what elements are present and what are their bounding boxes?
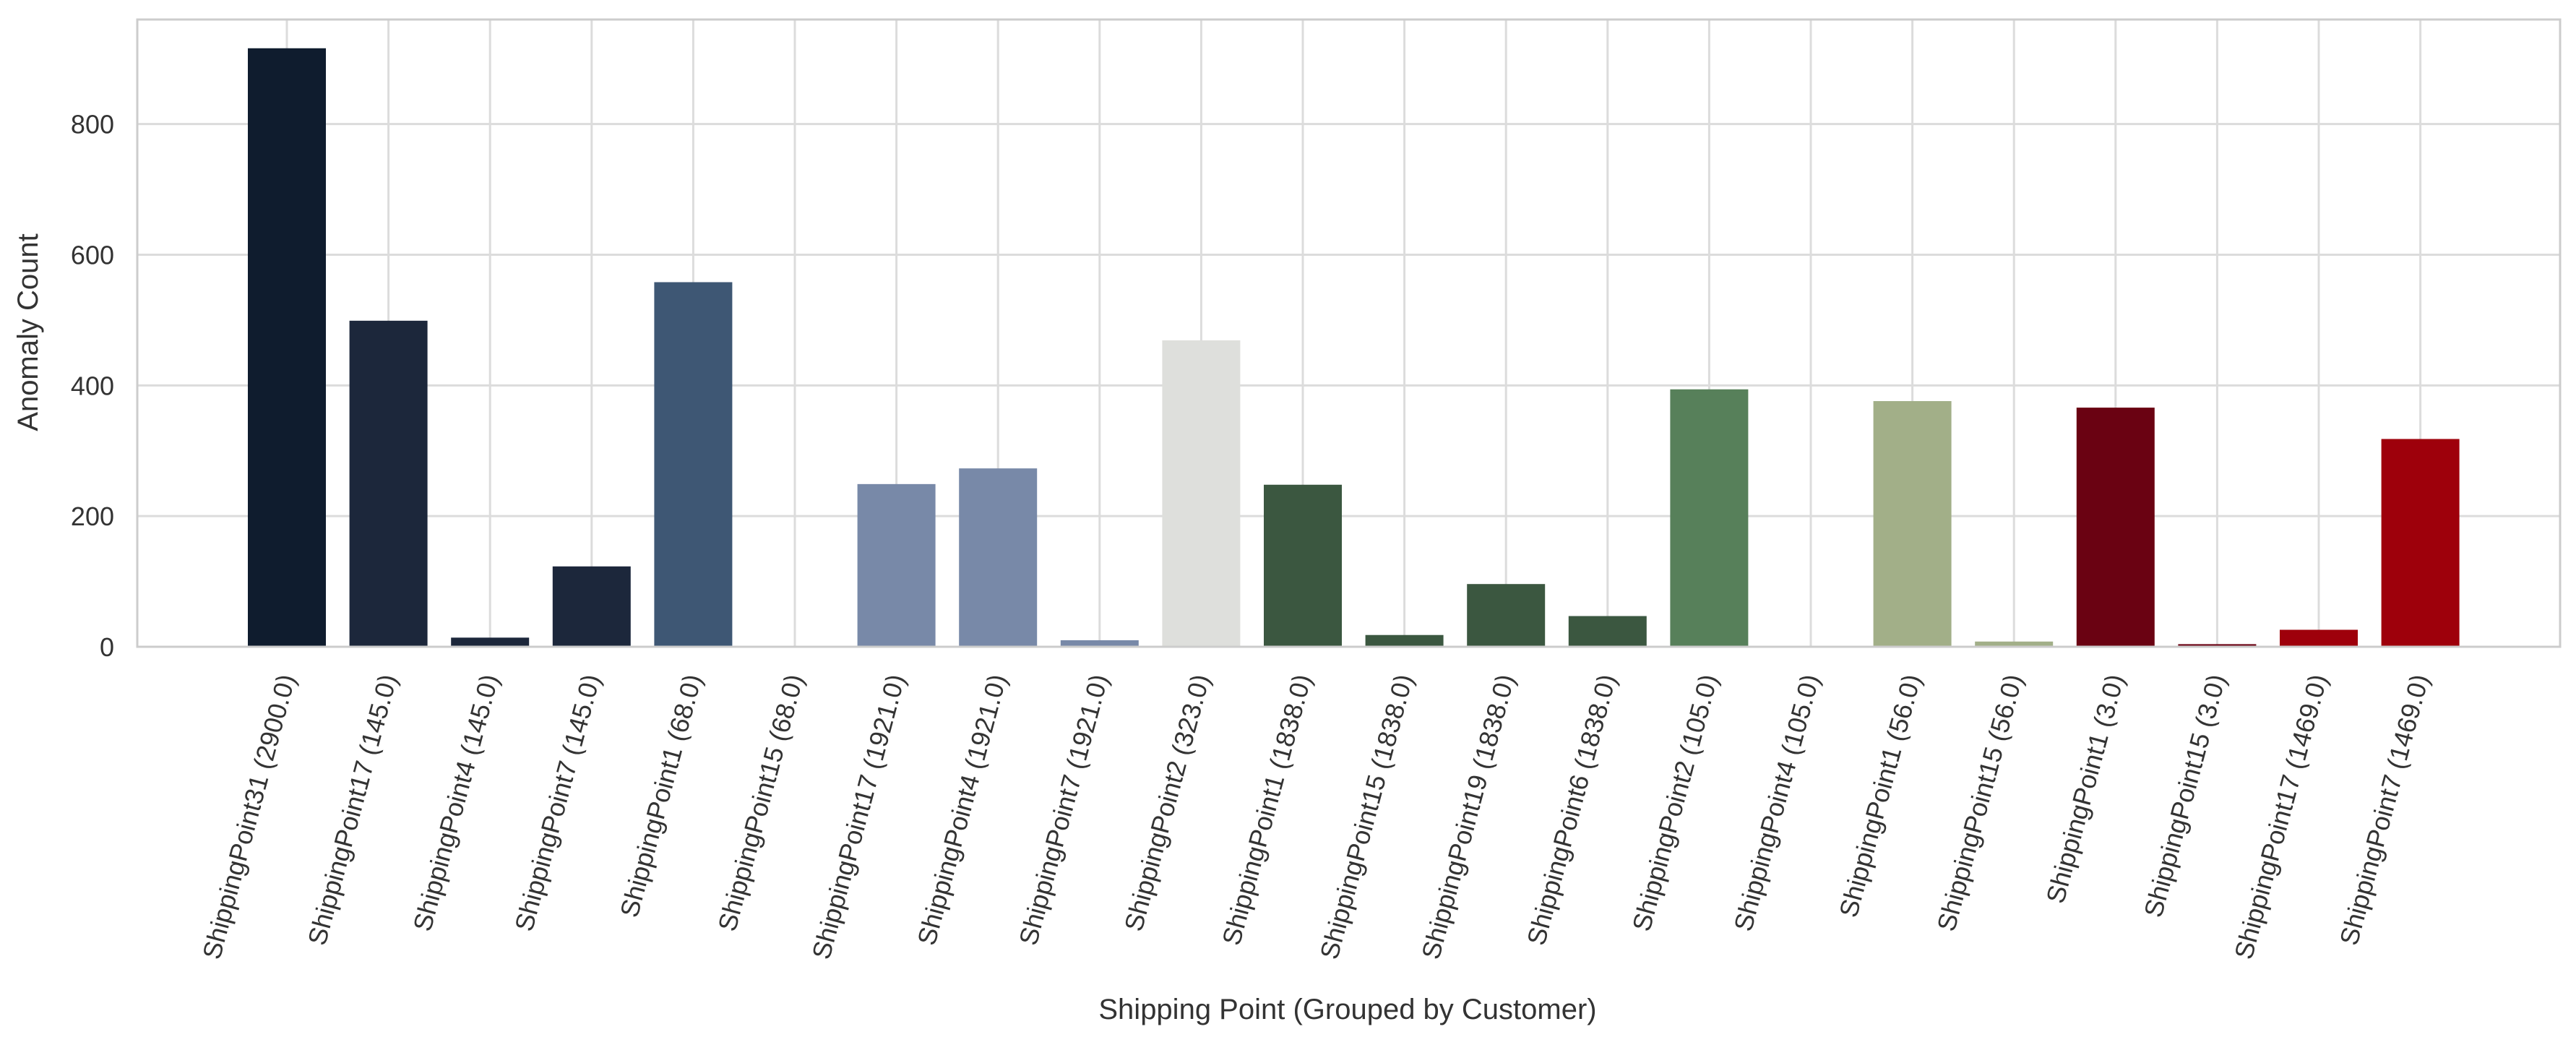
bar [1568,616,1647,647]
x-tick-label: ShippingPoint4 (1921.0) [911,671,1012,948]
x-tick-label: ShippingPoint2 (323.0) [1119,671,1215,934]
y-tick-label: 600 [71,241,114,270]
x-tick-label: ShippingPoint7 (145.0) [509,671,606,934]
bar [1670,389,1749,647]
x-tick-label: ShippingPoint2 (105.0) [1627,671,1723,934]
x-tick-label: ShippingPoint1 (3.0) [2040,671,2129,906]
x-tick-label: ShippingPoint1 (68.0) [614,671,707,920]
y-axis-label: Anomaly Count [12,233,44,431]
x-tick-label: ShippingPoint7 (1469.0) [2334,671,2435,948]
bar [248,48,326,647]
bar [1873,401,1952,647]
bar [654,282,733,647]
bar [2280,629,2358,647]
x-tick-label: ShippingPoint15 (1838.0) [1314,671,1419,962]
y-tick-label: 0 [100,632,114,662]
bar [1975,641,2054,647]
x-tick-label: ShippingPoint17 (1921.0) [806,671,911,962]
bar [2178,644,2257,647]
x-tick-label: ShippingPoint1 (56.0) [1833,671,1926,920]
x-tick-label: ShippingPoint4 (105.0) [1728,671,1825,934]
x-tick-label: ShippingPoint17 (145.0) [302,671,403,948]
x-tick-label: ShippingPoint15 (3.0) [2138,671,2231,920]
x-tick-label: ShippingPoint19 (1838.0) [1416,671,1520,962]
bar [349,320,428,647]
x-tick-label: ShippingPoint15 (68.0) [712,671,809,934]
y-tick-label: 400 [71,371,114,400]
x-tick-label: ShippingPoint15 (56.0) [1931,671,2028,934]
x-tick-label: ShippingPoint17 (1469.0) [2228,671,2333,962]
bar [1264,484,1342,647]
x-tick-label: ShippingPoint4 (145.0) [408,671,504,934]
bar [451,637,530,647]
x-tick-label: ShippingPoint31 (2900.0) [197,671,301,962]
x-tick-label: ShippingPoint6 (1838.0) [1521,671,1622,948]
x-tick-label: ShippingPoint7 (1921.0) [1013,671,1114,948]
bar [1467,584,1546,647]
bars [248,48,2460,647]
x-tick-labels: ShippingPoint31 (2900.0) ShippingPoint17 … [197,671,2434,962]
bar [1365,634,1444,647]
bar [1060,640,1139,647]
plot-frame [136,18,2562,648]
bar [1162,340,1241,647]
y-tick-label: 200 [71,502,114,531]
y-tick-labels: 0 200 400 600 800 [71,110,114,662]
bar [959,468,1038,647]
x-axis-label: Shipping Point (Grouped by Customer) [1098,994,1596,1025]
grid-lines [137,20,2560,648]
bar [857,483,936,647]
bar [552,566,631,647]
bar [2076,408,2155,647]
y-tick-label: 800 [71,110,114,139]
x-tick-label: ShippingPoint1 (1838.0) [1216,671,1317,948]
bar [2381,439,2460,647]
